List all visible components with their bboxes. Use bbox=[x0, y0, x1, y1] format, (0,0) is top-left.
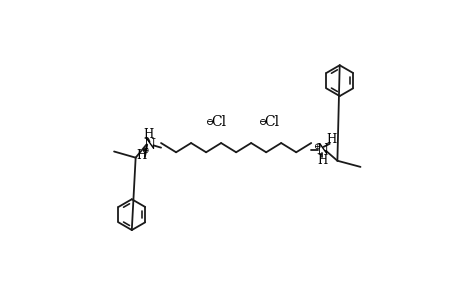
Text: ⊕: ⊕ bbox=[312, 142, 319, 151]
Text: N: N bbox=[143, 138, 155, 152]
Text: Cl: Cl bbox=[264, 115, 279, 129]
Text: N: N bbox=[315, 143, 327, 157]
Text: Cl: Cl bbox=[211, 115, 226, 129]
Text: ⊖: ⊖ bbox=[258, 118, 266, 127]
Text: H: H bbox=[325, 134, 336, 146]
Text: H: H bbox=[143, 128, 153, 141]
Text: H: H bbox=[316, 154, 326, 167]
Text: ⊖: ⊖ bbox=[205, 118, 213, 127]
Text: ⊕: ⊕ bbox=[141, 146, 148, 154]
Text: H: H bbox=[136, 149, 146, 162]
